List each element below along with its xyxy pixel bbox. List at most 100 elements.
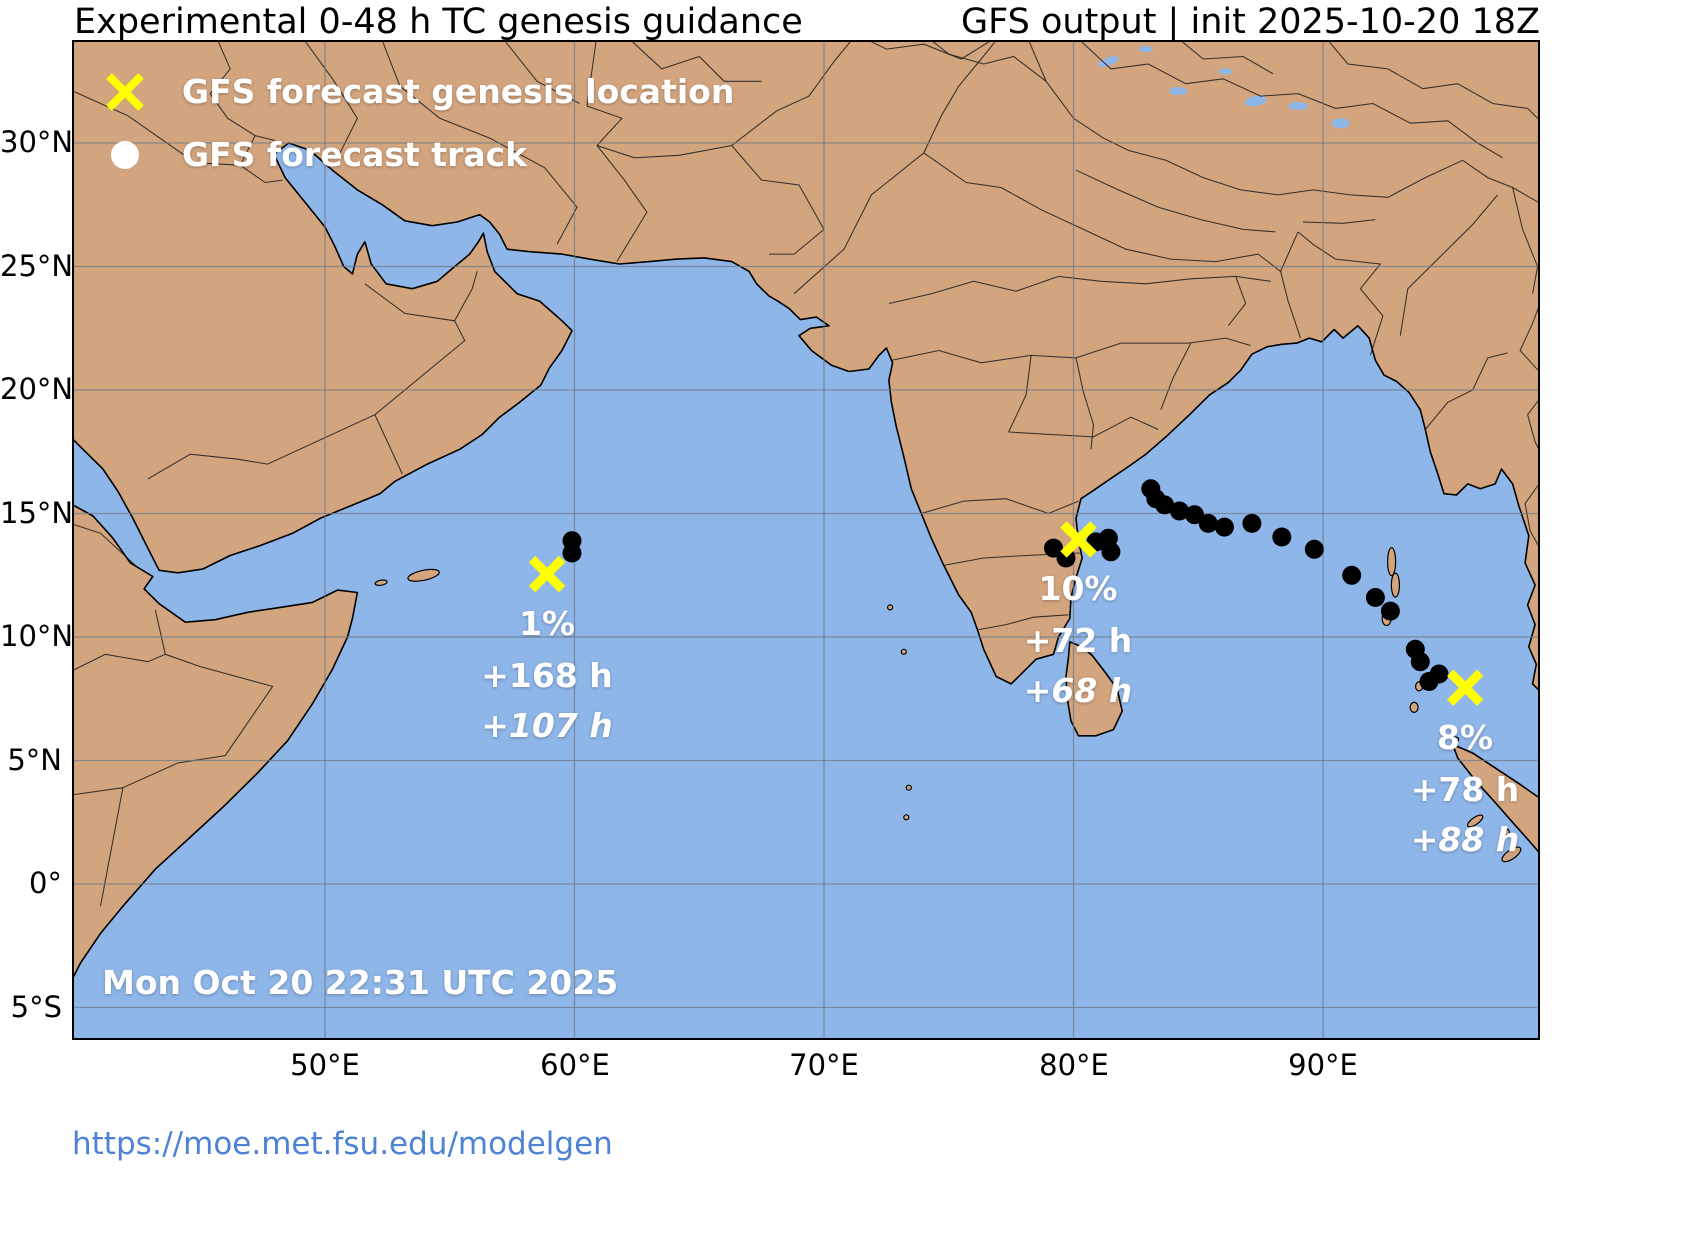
track-dot <box>1342 565 1362 585</box>
lon-tick-label: 80°E <box>1039 1048 1109 1082</box>
lake <box>1244 95 1267 107</box>
admin-border-line <box>364 283 455 322</box>
admin-border-line <box>381 40 578 245</box>
small-island <box>1386 547 1397 577</box>
track-dot <box>1272 527 1292 547</box>
lat-tick-label: 10°N <box>0 619 74 653</box>
admin-border-line <box>629 40 762 82</box>
model-init-title: GFS output | init 2025-10-20 18Z <box>961 2 1540 42</box>
admin-border-line <box>1512 187 1539 294</box>
admin-border-line <box>1027 40 1540 204</box>
track-dot <box>1198 513 1218 533</box>
genesis-hours-label: +72 h <box>1023 621 1133 660</box>
admin-border-line <box>930 40 1047 82</box>
lat-tick-label: 15°N <box>0 496 74 530</box>
small-island <box>903 814 910 821</box>
track-dot <box>1170 501 1189 521</box>
genesis-probability-label: 10% <box>1038 569 1118 608</box>
admin-border-line <box>1179 40 1274 75</box>
lake <box>1138 46 1153 53</box>
track-dot <box>1242 513 1262 533</box>
admin-border-line <box>1524 481 1540 550</box>
small-island <box>1390 572 1401 598</box>
lat-tick-label: 0° <box>29 866 62 900</box>
lat-tick-label: 20°N <box>0 372 74 406</box>
lake <box>1097 56 1119 67</box>
page-title: Experimental 0-48 h TC genesis guidance <box>74 2 803 42</box>
track-dot <box>1185 505 1204 525</box>
small-island <box>900 648 907 655</box>
admin-border-line <box>596 145 648 262</box>
admin-border-line <box>239 164 283 184</box>
lon-tick-label: 60°E <box>540 1048 610 1082</box>
lon-tick-label: 50°E <box>290 1048 360 1082</box>
admin-border-line <box>731 145 825 255</box>
track-dot <box>1419 672 1439 691</box>
admin-border-line <box>1280 231 1301 339</box>
island-sri-lanka <box>1065 641 1123 737</box>
lat-tick-label: 5°S <box>10 990 62 1024</box>
legend-track-label: GFS forecast track <box>182 135 528 174</box>
admin-border-line <box>793 40 998 295</box>
admin-border-line <box>921 498 1079 515</box>
small-island <box>374 579 388 586</box>
lake <box>1288 102 1308 110</box>
map-canvas <box>72 40 1540 1040</box>
track-dot <box>1304 539 1324 559</box>
track-dot <box>1365 588 1385 607</box>
island-sumatra <box>1451 743 1540 855</box>
genesis-hours-label: +78 h <box>1410 770 1520 809</box>
genesis-probability-label: 1% <box>518 604 576 643</box>
lat-tick-label: 5°N <box>7 743 62 777</box>
legend-genesis-label: GFS forecast genesis location <box>182 72 735 111</box>
map-frame <box>72 40 1540 1040</box>
track-dot <box>1101 542 1121 562</box>
lake <box>1218 68 1233 75</box>
admin-border-line <box>374 414 403 475</box>
small-island <box>905 784 912 791</box>
lake <box>1169 87 1188 96</box>
admin-border-line <box>209 40 276 142</box>
admin-border-line <box>1302 219 1376 224</box>
genesis-x-icon <box>528 555 566 593</box>
admin-border-line <box>1327 40 1540 122</box>
admin-border-line <box>1078 40 1503 159</box>
genesis-hours-secondary-label: +107 h <box>481 706 613 745</box>
map-layers <box>72 40 1540 1040</box>
landmass-africa <box>72 503 359 982</box>
lon-tick-label: 70°E <box>789 1048 859 1082</box>
admin-border-line <box>1297 231 1384 356</box>
lat-tick-label: 25°N <box>0 249 74 283</box>
admin-border-line <box>1008 355 1032 433</box>
small-island <box>1502 828 1511 836</box>
admin-border-line <box>1000 187 1281 272</box>
track-dot <box>1380 601 1400 621</box>
admin-border-line <box>1160 342 1192 410</box>
small-island <box>1409 701 1419 714</box>
admin-border-line <box>1008 416 1159 438</box>
admin-border-line <box>866 40 993 60</box>
legend-genesis-x-icon <box>106 73 144 111</box>
admin-border-line <box>503 40 580 104</box>
admin-border-line <box>1399 194 1499 336</box>
small-island <box>407 568 440 582</box>
admin-border-line <box>1519 301 1540 374</box>
timestamp-label: Mon Oct 20 22:31 UTC 2025 <box>102 963 619 1002</box>
genesis-probability-label: 8% <box>1436 718 1494 757</box>
small-island <box>886 604 894 611</box>
genesis-hours-secondary-label: +88 h <box>1410 820 1520 859</box>
modelgen-link[interactable]: https://moe.met.fsu.edu/modelgen <box>72 1126 613 1162</box>
admin-border-line <box>72 523 136 566</box>
genesis-hours-secondary-label: +68 h <box>1023 671 1133 710</box>
small-island <box>1451 736 1460 743</box>
small-island <box>1501 846 1522 863</box>
admin-border-line <box>923 152 1002 189</box>
admin-border-line <box>1075 357 1095 450</box>
admin-border-line <box>303 40 359 154</box>
admin-border-line <box>1227 276 1247 327</box>
track-dot <box>562 543 582 563</box>
track-dot <box>1410 652 1430 672</box>
admin-border-line <box>72 653 166 672</box>
admin-border-line <box>72 787 123 796</box>
